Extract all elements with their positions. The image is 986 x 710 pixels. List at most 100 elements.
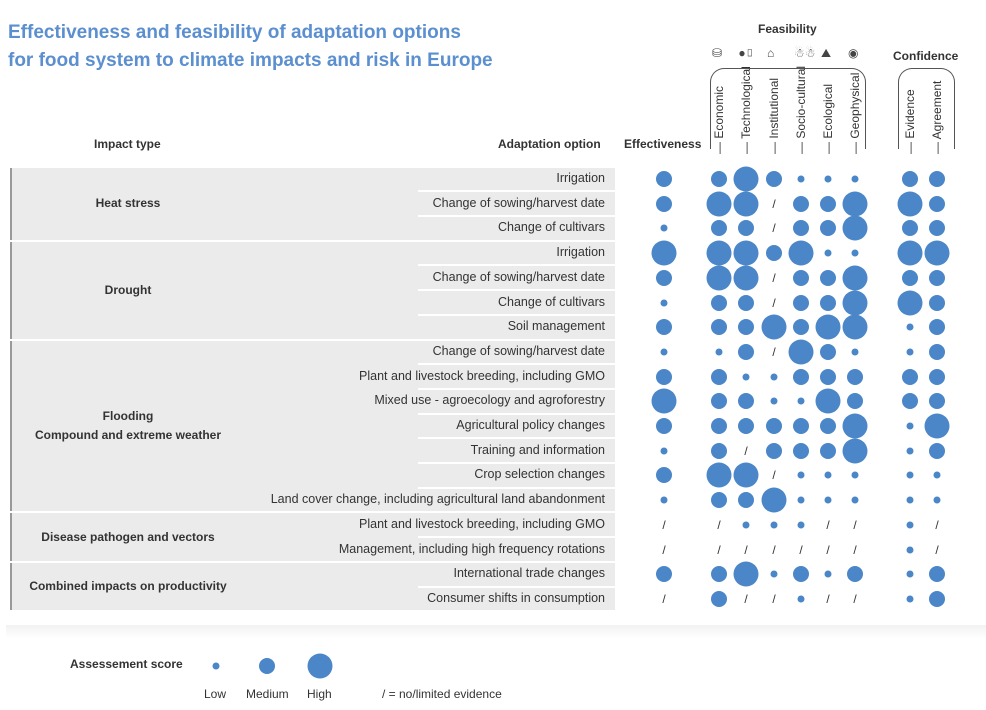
col-header-ecological: — Ecological: [821, 83, 835, 154]
no-evidence-mark: /: [853, 591, 857, 606]
score-dot-high: [788, 240, 814, 266]
ecosystem-icon: ⛰: [821, 46, 832, 60]
score-dot-high: [733, 561, 759, 587]
score-dot-low: [660, 224, 668, 232]
group-label: Flooding Compound and extreme weather: [34, 409, 222, 442]
score-dot-medium: [847, 368, 863, 385]
col-header-technological: — Technological: [739, 66, 753, 154]
score-dot-low: [770, 570, 778, 578]
score-dot-medium: [929, 195, 945, 212]
no-evidence-mark: /: [744, 591, 748, 606]
score-dot-medium: [820, 343, 836, 360]
score-dot-high: [733, 191, 759, 217]
score-dot-low: [660, 299, 668, 306]
adaptation-option-label: Change of cultivars: [497, 220, 605, 235]
score-dot-medium: [820, 442, 836, 459]
score-dot-medium: [929, 319, 945, 336]
option-band: [416, 241, 615, 265]
option-band: [416, 513, 615, 537]
option-band: [416, 266, 615, 290]
institution-icon: ⌂: [767, 46, 775, 60]
score-dot-high: [651, 388, 677, 414]
no-evidence-mark: /: [662, 542, 666, 557]
col-header-institutional: — Institutional: [767, 77, 781, 154]
score-dot-high: [815, 388, 841, 414]
score-dot-medium: [711, 492, 727, 509]
people-icon: ☃☃: [794, 46, 816, 60]
score-dot-high: [706, 462, 732, 488]
score-dot-medium: [929, 590, 945, 607]
score-dot-medium: [902, 220, 918, 237]
score-dot-medium: [847, 566, 863, 583]
score-dot-medium: [711, 590, 727, 607]
option-band: [416, 365, 615, 388]
score-dot-medium: [656, 195, 672, 212]
score-dot-low: [824, 249, 832, 257]
option-band: [416, 464, 615, 487]
no-evidence-mark: /: [826, 517, 830, 532]
no-evidence-mark: /: [772, 196, 776, 211]
option-band: [416, 562, 615, 586]
no-evidence-mark: /: [662, 517, 666, 532]
score-dot-low: [906, 546, 914, 553]
adaptation-option-label: Training and information: [470, 442, 605, 457]
score-dot-low: [851, 348, 859, 356]
score-dot-medium: [929, 566, 945, 583]
no-evidence-mark: /: [717, 517, 721, 532]
score-dot-medium: [738, 492, 754, 509]
score-dot-low: [906, 496, 914, 504]
adaptation-option-label: Agricultural policy changes: [456, 418, 605, 432]
score-dot-low: [933, 496, 941, 504]
score-dot-medium: [711, 393, 727, 410]
option-band: [416, 315, 615, 339]
score-dot-medium: [766, 245, 782, 262]
option-band: [416, 439, 615, 463]
score-dot-medium: [793, 566, 809, 583]
score-dot-medium: [793, 220, 809, 237]
score-dot-medium: [711, 294, 727, 311]
option-band: [416, 217, 615, 240]
option-band: [416, 414, 615, 438]
legend-medium-dot: [259, 658, 275, 674]
score-dot-medium: [656, 418, 672, 434]
score-dot-medium: [929, 220, 945, 237]
score-dot-medium: [902, 368, 918, 385]
score-dot-low: [906, 348, 914, 356]
score-dot-high: [788, 339, 814, 365]
no-evidence-mark: /: [662, 591, 666, 606]
score-dot-high: [842, 290, 868, 315]
score-dot-low: [797, 496, 805, 504]
score-dot-medium: [656, 566, 672, 583]
score-dot-medium: [711, 368, 727, 385]
score-dot-high: [924, 413, 950, 439]
score-dot-medium: [738, 418, 754, 434]
score-dot-medium: [656, 269, 672, 286]
legend-low-dot: [212, 662, 220, 670]
score-dot-low: [906, 595, 914, 603]
adaptation-option-label: International trade changes: [453, 566, 606, 581]
score-dot-medium: [929, 368, 945, 385]
no-evidence-mark: /: [744, 443, 748, 458]
score-dot-medium: [793, 269, 809, 286]
score-dot-high: [706, 191, 732, 217]
group-band: [10, 562, 418, 611]
score-dot-medium: [929, 393, 945, 410]
no-evidence-mark: /: [772, 468, 776, 483]
score-dot-low: [797, 397, 805, 405]
legend-high-label: High: [307, 687, 332, 701]
legend-high-dot: [307, 653, 333, 679]
score-dot-low: [933, 471, 941, 479]
score-dot-low: [906, 323, 914, 331]
score-dot-medium: [820, 368, 836, 385]
score-dot-high: [761, 314, 787, 340]
no-evidence-mark: /: [772, 542, 776, 557]
score-dot-medium: [820, 418, 836, 434]
score-dot-high: [815, 314, 841, 340]
title-line-2: for food system to climate impacts and r…: [8, 50, 493, 71]
score-dot-low: [660, 447, 668, 455]
col-header-agreement: — Agreement: [930, 80, 944, 154]
score-dot-low: [906, 422, 914, 430]
option-band: [416, 192, 615, 216]
score-dot-low: [851, 249, 859, 257]
score-dot-medium: [738, 343, 754, 360]
